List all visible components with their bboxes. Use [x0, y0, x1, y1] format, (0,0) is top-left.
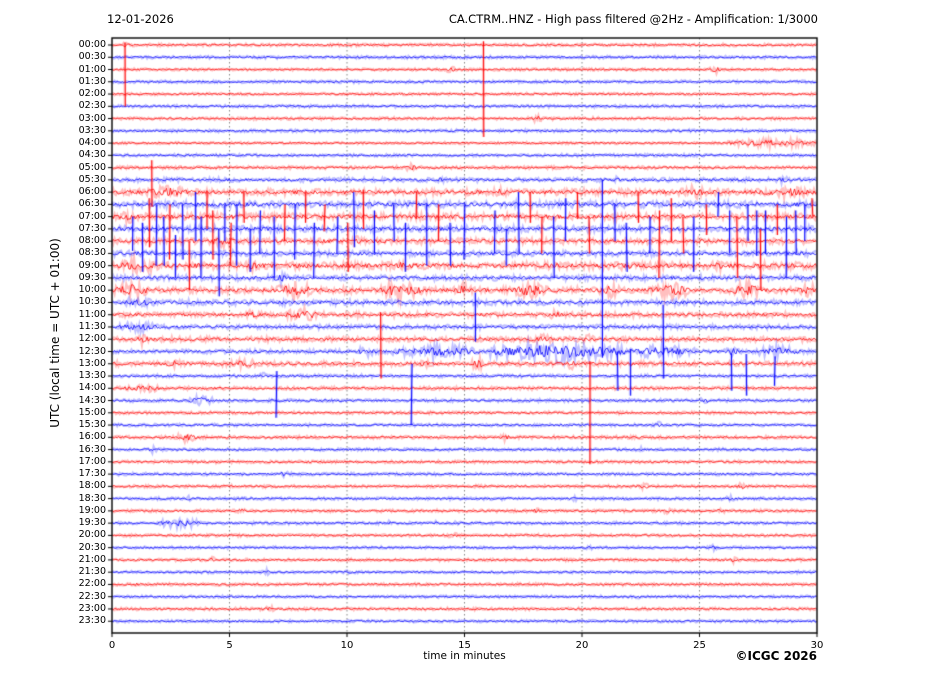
- y-tick-label: 23:30: [78, 615, 106, 627]
- y-tick-label: 22:00: [78, 578, 106, 590]
- y-tick-label: 16:30: [78, 443, 106, 455]
- y-tick-label: 11:30: [78, 320, 106, 332]
- plot-title: CA.CTRM..HNZ - High pass filtered @2Hz -…: [448, 12, 818, 26]
- y-tick-label: 05:00: [78, 161, 106, 173]
- y-tick-label: 15:30: [78, 419, 106, 431]
- y-tick-label: 07:30: [78, 222, 106, 234]
- y-tick-label: 01:00: [78, 63, 106, 75]
- y-tick-label: 07:00: [78, 210, 106, 222]
- y-tick-label: 06:30: [78, 198, 106, 210]
- y-tick-label: 21:30: [78, 566, 106, 578]
- y-tick-label: 09:00: [78, 259, 106, 271]
- y-tick-label: 20:00: [78, 529, 106, 541]
- y-tick-label: 21:00: [78, 553, 106, 565]
- y-tick-label: 08:30: [78, 247, 106, 259]
- y-tick-label: 09:30: [78, 271, 106, 283]
- y-tick-label: 18:00: [78, 480, 106, 492]
- y-tick-label: 04:30: [78, 149, 106, 161]
- y-tick-label: 17:00: [78, 455, 106, 467]
- y-tick-label: 10:30: [78, 296, 106, 308]
- y-tick-label: 01:30: [78, 75, 106, 87]
- x-tick-label: 25: [693, 640, 706, 651]
- y-tick-label: 00:00: [78, 39, 106, 50]
- y-tick-label: 06:00: [78, 186, 106, 198]
- y-tick-label: 12:00: [78, 333, 106, 345]
- y-tick-label: 17:30: [78, 468, 106, 480]
- x-tick-label: 30: [810, 640, 824, 651]
- y-tick-label: 02:30: [78, 100, 106, 112]
- x-axis-title: time in minutes: [423, 650, 506, 662]
- y-tick-label: 03:30: [78, 124, 106, 136]
- y-tick-label: 12:30: [78, 345, 106, 357]
- x-tick-label: 0: [108, 640, 116, 651]
- y-tick-label: 10:00: [78, 284, 106, 296]
- y-tick-label: 22:30: [78, 590, 106, 602]
- y-tick-label: 23:00: [78, 602, 106, 614]
- copyright-label: ©ICGC 2026: [735, 649, 817, 663]
- x-tick-label: 20: [575, 640, 589, 651]
- y-tick-label: 13:30: [78, 370, 106, 382]
- y-tick-label: 16:00: [78, 431, 106, 443]
- x-tick-label: 10: [340, 640, 354, 651]
- y-tick-label: 02:00: [78, 88, 106, 100]
- x-tick-label: 15: [458, 640, 471, 651]
- y-tick-label: 14:00: [78, 382, 106, 394]
- y-tick-label: 18:30: [78, 492, 106, 504]
- y-tick-label: 14:30: [78, 394, 106, 406]
- y-tick-label: 08:00: [78, 235, 106, 247]
- y-tick-label: 11:00: [78, 308, 106, 320]
- y-tick-label: 15:00: [78, 406, 106, 418]
- y-tick-label: 05:30: [78, 173, 106, 185]
- y-tick-label: 19:00: [78, 504, 106, 516]
- y-tick-label: 13:00: [78, 357, 106, 369]
- y-tick-label: 03:00: [78, 112, 106, 124]
- y-tick-label: 00:30: [78, 51, 106, 63]
- y-tick-label: 20:30: [78, 541, 106, 553]
- y-tick-label: 04:00: [78, 137, 106, 149]
- y-tick-label: 19:30: [78, 517, 106, 529]
- date-label: 12-01-2026: [107, 12, 174, 26]
- x-tick-label: 5: [226, 640, 233, 651]
